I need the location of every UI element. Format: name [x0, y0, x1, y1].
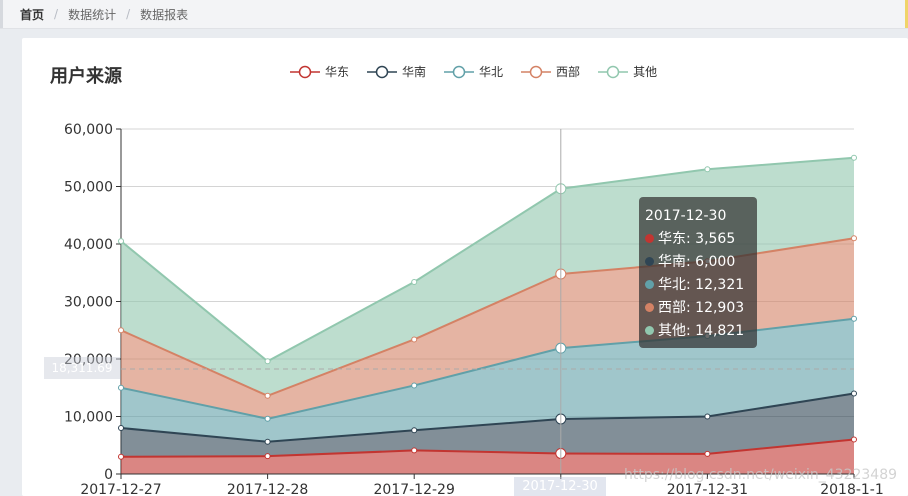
tooltip-row: 华南: 6,000: [645, 251, 751, 274]
legend-item-华北[interactable]: 华北: [444, 63, 503, 80]
data-point-华东[interactable]: [411, 447, 418, 454]
tooltip-row-text: 西部: 12,903: [658, 300, 745, 316]
tooltip-row-text: 华东: 3,565: [658, 231, 736, 247]
right-strip: [905, 0, 908, 28]
data-point-华南[interactable]: [704, 413, 711, 420]
data-point-华东[interactable]: [264, 453, 271, 460]
legend-label: 华东: [325, 65, 350, 79]
data-point-华北[interactable]: [264, 415, 271, 422]
legend-label: 华北: [479, 65, 504, 79]
x-tick-label: 2017-12-31: [667, 482, 748, 496]
y-tick-label: 0: [104, 467, 113, 483]
data-point-西部[interactable]: [264, 392, 271, 399]
data-point-华南[interactable]: [264, 438, 271, 445]
tooltip-title: 2017-12-30: [645, 208, 727, 224]
tooltip-row: 华东: 3,565: [645, 228, 751, 251]
data-point-华南[interactable]: [118, 425, 124, 431]
data-point-华北[interactable]: [411, 382, 418, 389]
tooltip-series-dot-icon: [645, 234, 654, 243]
tooltip-row-text: 其他: 14,821: [658, 323, 745, 339]
legend-marker-icon: [521, 65, 552, 78]
tooltip-series-dot-icon: [645, 303, 654, 312]
series-line-华东: [120, 438, 855, 458]
y-tick-label: 60,000: [64, 122, 113, 138]
legend-marker-icon: [444, 65, 475, 78]
breadcrumb: 首页 / 数据统计 / 数据报表: [0, 6, 188, 23]
tooltip-row-text: 华南: 6,000: [658, 254, 736, 270]
y-tick-label: 50,000: [64, 180, 113, 196]
left-strip: [0, 0, 3, 28]
x-tick-label: 2017-12-28: [227, 482, 308, 496]
axis-pointer-y-label: 18,311.69: [44, 357, 120, 379]
data-point-华南[interactable]: [851, 390, 857, 397]
legend-label: 西部: [556, 65, 581, 79]
chart-tooltip: 2017-12-30 华东: 3,565 华南: 6,000 华北: 12,321 西…: [639, 197, 757, 348]
x-tick-label: 2018-1-1: [820, 482, 884, 496]
series-line-华南: [120, 392, 855, 443]
breadcrumb-report-link[interactable]: 数据报表: [140, 7, 189, 22]
chart-card-title: 用户来源: [50, 66, 122, 87]
breadcrumb-separator: /: [54, 7, 59, 21]
series-line-其他: [120, 156, 855, 363]
x-tick-label: 2017-12-29: [374, 482, 455, 496]
data-point-西部[interactable]: [411, 336, 418, 343]
legend-marker-icon: [367, 65, 398, 78]
y-tick-label: 10,000: [64, 410, 113, 426]
tooltip-row: 西部: 12,903: [645, 297, 751, 320]
y-tick-label: 40,000: [64, 237, 113, 253]
legend-item-华南[interactable]: 华南: [367, 63, 426, 80]
legend-marker-icon: [598, 65, 629, 78]
data-point-西部[interactable]: [118, 327, 124, 334]
tooltip-series-dot-icon: [645, 257, 654, 266]
data-point-华北[interactable]: [851, 315, 857, 322]
data-point-其他[interactable]: [118, 238, 124, 245]
breadcrumb-bar: 首页 / 数据统计 / 数据报表: [0, 0, 908, 29]
axis-pointer-x-label: 2017-12-30: [514, 477, 606, 496]
data-point-其他[interactable]: [704, 166, 711, 173]
tooltip-series-dot-icon: [645, 280, 654, 289]
data-point-华东[interactable]: [118, 453, 124, 460]
chart-legend: 华东 华南 华北 西部 其他: [290, 63, 657, 80]
tooltip-row-text: 华北: 12,321: [658, 277, 745, 293]
data-point-华东[interactable]: [851, 436, 857, 443]
data-point-其他[interactable]: [851, 154, 857, 161]
breadcrumb-stats-link[interactable]: 数据统计: [68, 7, 117, 22]
legend-marker-icon: [290, 65, 320, 78]
legend-label: 华南: [402, 65, 427, 79]
data-point-其他[interactable]: [411, 278, 418, 285]
breadcrumb-home-link[interactable]: 首页: [20, 7, 45, 22]
x-tick-label: 2017-12-27: [80, 482, 161, 496]
legend-label: 其他: [633, 65, 658, 79]
y-tick-label: 30,000: [64, 295, 113, 311]
data-point-西部[interactable]: [851, 235, 857, 242]
breadcrumb-separator: /: [126, 7, 131, 21]
y-tick-label: 20,000: [64, 352, 113, 368]
watermark: https://blog.csdn.net/weixin_43223489: [624, 467, 898, 483]
legend-item-华东[interactable]: 华东: [290, 63, 349, 80]
data-point-华南[interactable]: [411, 427, 418, 434]
legend-item-西部[interactable]: 西部: [521, 63, 580, 80]
data-point-其他[interactable]: [264, 358, 271, 365]
series-area-华东: [121, 439, 854, 474]
data-point-华东[interactable]: [704, 450, 711, 457]
legend-item-其他[interactable]: 其他: [598, 63, 657, 80]
tooltip-row: 其他: 14,821: [645, 320, 751, 343]
tooltip-row: 华北: 12,321: [645, 274, 751, 297]
tooltip-series-dot-icon: [645, 326, 654, 335]
data-point-华北[interactable]: [118, 384, 124, 391]
